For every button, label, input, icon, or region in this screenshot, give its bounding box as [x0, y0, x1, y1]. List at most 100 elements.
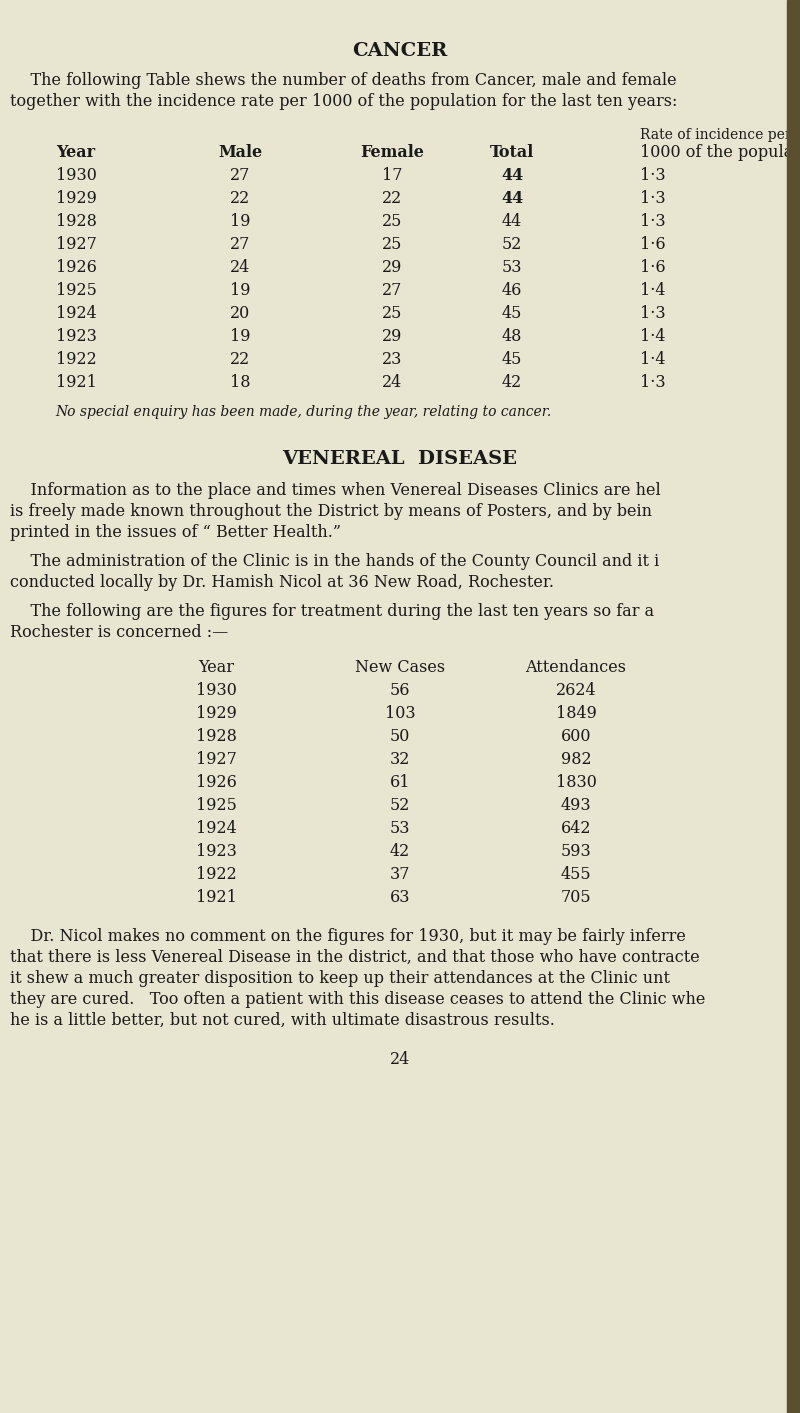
Text: 1849: 1849: [555, 705, 597, 722]
Text: CANCER: CANCER: [352, 42, 448, 59]
Text: 25: 25: [382, 305, 402, 322]
Text: printed in the issues of “ Better Health.”: printed in the issues of “ Better Health…: [10, 524, 341, 541]
Text: Attendances: Attendances: [526, 658, 626, 675]
Text: 22: 22: [230, 189, 250, 206]
Text: 1·3: 1·3: [640, 374, 666, 391]
Text: 1921: 1921: [56, 374, 97, 391]
Text: Male: Male: [218, 144, 262, 161]
Text: 103: 103: [385, 705, 415, 722]
Text: 1·4: 1·4: [640, 283, 666, 300]
Text: 44: 44: [501, 189, 523, 206]
Text: 42: 42: [502, 374, 522, 391]
Text: that there is less Venereal Disease in the district, and that those who have con: that there is less Venereal Disease in t…: [10, 950, 700, 966]
Text: 1·3: 1·3: [640, 189, 666, 206]
Text: 1926: 1926: [195, 774, 237, 791]
Text: 52: 52: [390, 797, 410, 814]
Text: 982: 982: [561, 750, 591, 769]
Text: 22: 22: [230, 350, 250, 367]
Text: 1924: 1924: [196, 820, 236, 836]
Text: 600: 600: [561, 728, 591, 745]
Text: 1927: 1927: [195, 750, 237, 769]
Text: The administration of the Clinic is in the hands of the County Council and it i: The administration of the Clinic is in t…: [10, 552, 659, 569]
Text: 19: 19: [230, 328, 250, 345]
Text: The following Table shews the number of deaths from Cancer, male and female: The following Table shews the number of …: [10, 72, 677, 89]
Text: 53: 53: [390, 820, 410, 836]
Text: is freely made known throughout the District by means of Posters, and by bein: is freely made known throughout the Dist…: [10, 503, 652, 520]
Text: 25: 25: [382, 236, 402, 253]
Text: 23: 23: [382, 350, 402, 367]
Text: Year: Year: [198, 658, 234, 675]
Text: conducted locally by Dr. Hamish Nicol at 36 New Road, Rochester.: conducted locally by Dr. Hamish Nicol at…: [10, 574, 554, 591]
Text: 1830: 1830: [555, 774, 597, 791]
Text: 2624: 2624: [556, 682, 596, 699]
Text: 29: 29: [382, 328, 402, 345]
Text: 1·3: 1·3: [640, 167, 666, 184]
Text: 1926: 1926: [56, 259, 97, 276]
Text: 44: 44: [502, 213, 522, 230]
Text: 1·3: 1·3: [640, 213, 666, 230]
Text: 19: 19: [230, 213, 250, 230]
Text: 22: 22: [382, 189, 402, 206]
Text: 1·6: 1·6: [640, 236, 666, 253]
Text: it shew a much greater disposition to keep up their attendances at the Clinic un: it shew a much greater disposition to ke…: [10, 969, 670, 988]
Text: 1·3: 1·3: [640, 305, 666, 322]
Text: 19: 19: [230, 283, 250, 300]
Text: he is a little better, but not cured, with ultimate disastrous results.: he is a little better, but not cured, wi…: [10, 1012, 555, 1029]
Text: Dr. Nicol makes no comment on the figures for 1930, but it may be fairly inferre: Dr. Nicol makes no comment on the figure…: [10, 928, 686, 945]
Text: 1·6: 1·6: [640, 259, 666, 276]
Text: 1922: 1922: [56, 350, 97, 367]
Text: 1928: 1928: [195, 728, 237, 745]
Text: Year: Year: [56, 144, 95, 161]
Text: 1000 of the population: 1000 of the population: [640, 144, 800, 161]
Text: they are cured.   Too often a patient with this disease ceases to attend the Cli: they are cured. Too often a patient with…: [10, 991, 706, 1007]
Text: 53: 53: [502, 259, 522, 276]
Text: 32: 32: [390, 750, 410, 769]
Text: 17: 17: [382, 167, 402, 184]
Text: 493: 493: [561, 797, 591, 814]
Text: 24: 24: [382, 374, 402, 391]
Text: 455: 455: [561, 866, 591, 883]
Text: 37: 37: [390, 866, 410, 883]
Text: 50: 50: [390, 728, 410, 745]
Text: 642: 642: [561, 820, 591, 836]
Text: 48: 48: [502, 328, 522, 345]
Text: Total: Total: [490, 144, 534, 161]
Text: 1927: 1927: [56, 236, 97, 253]
Text: 1924: 1924: [56, 305, 97, 322]
Text: 61: 61: [390, 774, 410, 791]
Text: 20: 20: [230, 305, 250, 322]
Text: No special enquiry has been made, during the year, relating to cancer.: No special enquiry has been made, during…: [55, 406, 551, 420]
Text: 1929: 1929: [195, 705, 237, 722]
Text: 42: 42: [390, 844, 410, 861]
Text: VENEREAL  DISEASE: VENEREAL DISEASE: [282, 449, 518, 468]
Text: 24: 24: [230, 259, 250, 276]
Text: The following are the figures for treatment during the last ten years so far a: The following are the figures for treatm…: [10, 603, 654, 620]
Text: 45: 45: [502, 350, 522, 367]
Text: 18: 18: [230, 374, 250, 391]
Text: 1923: 1923: [195, 844, 237, 861]
Text: 1930: 1930: [195, 682, 237, 699]
Text: 1930: 1930: [56, 167, 97, 184]
Text: 27: 27: [230, 167, 250, 184]
Text: 46: 46: [502, 283, 522, 300]
Text: Information as to the place and times when Venereal Diseases Clinics are hel: Information as to the place and times wh…: [10, 482, 661, 499]
Text: 1921: 1921: [195, 889, 237, 906]
Text: 27: 27: [382, 283, 402, 300]
Text: 27: 27: [230, 236, 250, 253]
Text: 1922: 1922: [196, 866, 236, 883]
Text: 1·4: 1·4: [640, 350, 666, 367]
Text: 52: 52: [502, 236, 522, 253]
Text: 63: 63: [390, 889, 410, 906]
Text: Rate of incidence per: Rate of incidence per: [640, 129, 792, 141]
Text: 1928: 1928: [56, 213, 97, 230]
Text: 1923: 1923: [56, 328, 97, 345]
Text: 56: 56: [390, 682, 410, 699]
Text: 25: 25: [382, 213, 402, 230]
Text: 1929: 1929: [56, 189, 97, 206]
Text: 29: 29: [382, 259, 402, 276]
Text: 1925: 1925: [56, 283, 97, 300]
Text: together with the incidence rate per 1000 of the population for the last ten yea: together with the incidence rate per 100…: [10, 93, 678, 110]
Text: Female: Female: [360, 144, 424, 161]
Text: 593: 593: [561, 844, 591, 861]
Text: 705: 705: [561, 889, 591, 906]
